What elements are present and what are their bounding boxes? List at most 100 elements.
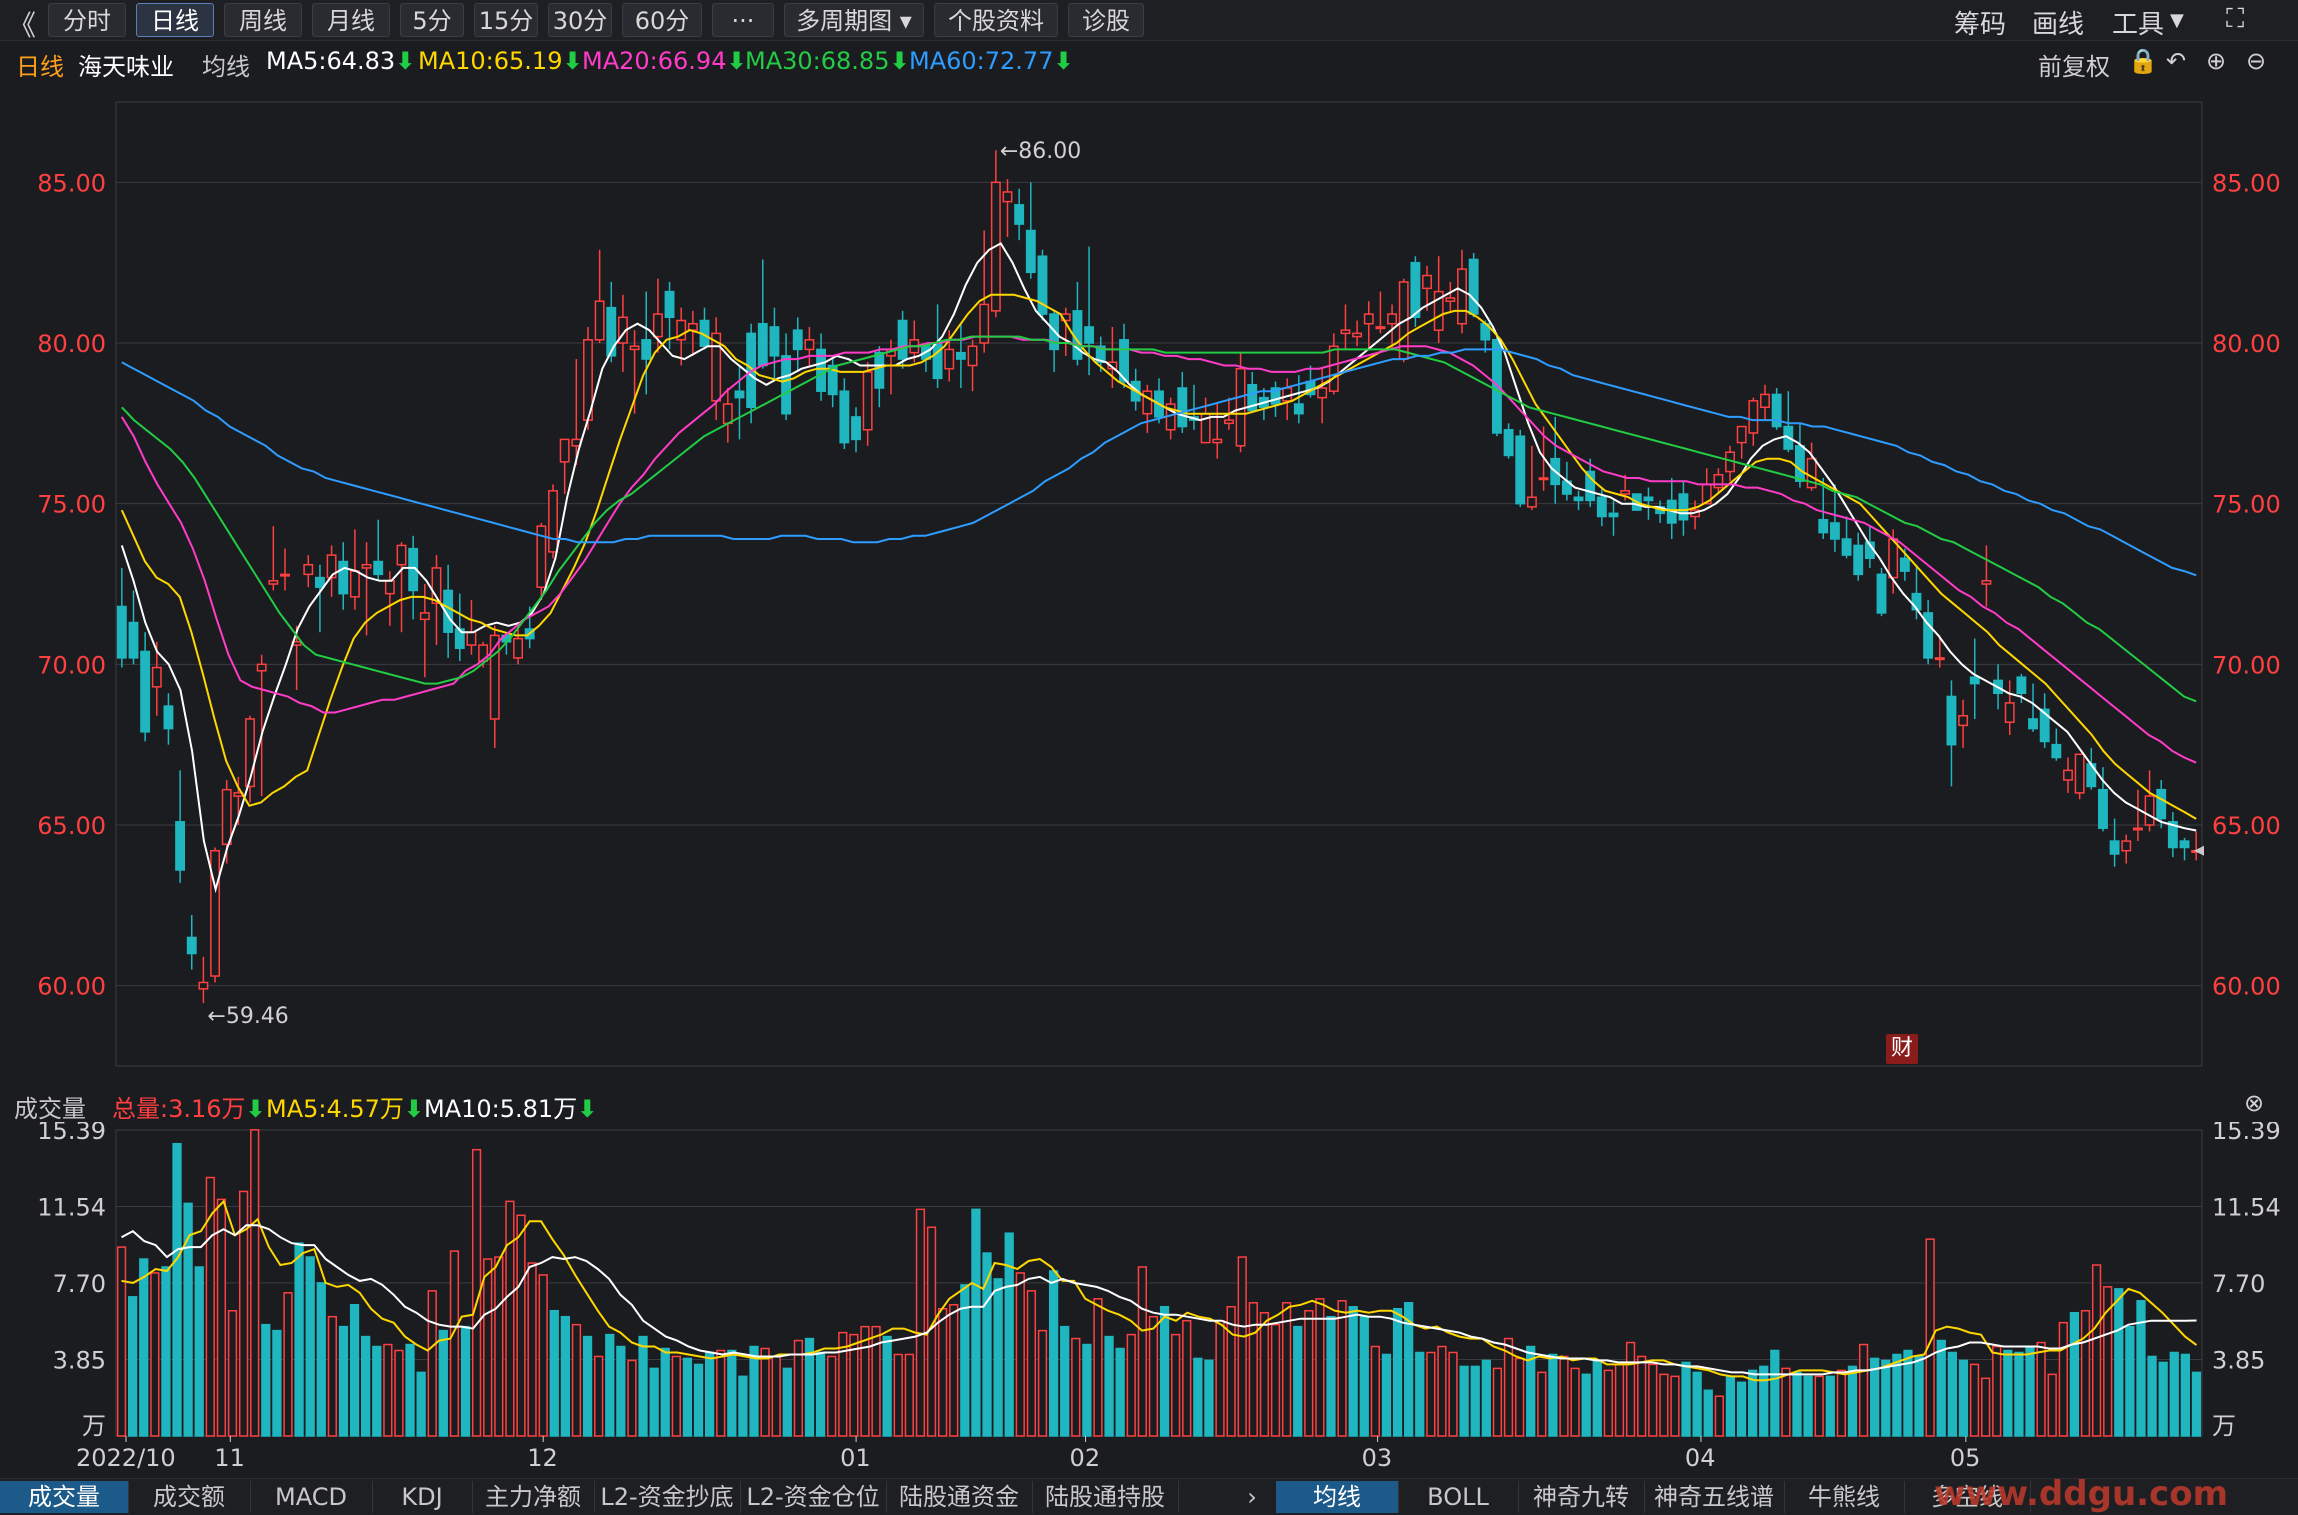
finance-badge[interactable]: 财: [1886, 1034, 1918, 1064]
indicator-tab-2[interactable]: MACD: [250, 1481, 373, 1513]
zoom-in-icon[interactable]: ⊕: [2206, 47, 2227, 75]
volume-bar: [1881, 1359, 1891, 1437]
volume-bar: [627, 1359, 637, 1437]
indicator-tab-8[interactable]: 陆股通持股: [1032, 1481, 1179, 1513]
period-button-9[interactable]: 多周期图 ▾: [784, 3, 924, 37]
volume-bar: [2158, 1361, 2168, 1437]
tabs-next-icon[interactable]: ›: [1247, 1483, 1257, 1511]
candle-body: [1223, 419, 1234, 425]
volume-bar: [294, 1242, 304, 1437]
overlay-tab-4[interactable]: 牛熊线: [1784, 1481, 1905, 1513]
volume-bar: [1448, 1351, 1458, 1437]
tools-dropdown-icon[interactable]: ▼: [2170, 10, 2184, 31]
indicator-tab-1[interactable]: 成交额: [128, 1481, 251, 1513]
volume-ma10: MA10:5.81万⬇: [424, 1095, 598, 1123]
lock-icon[interactable]: 🔒: [2128, 47, 2158, 75]
volume-bar: [727, 1349, 737, 1437]
candle: [163, 693, 174, 745]
period-button-5[interactable]: 15分: [474, 3, 538, 37]
candle: [2132, 789, 2143, 842]
volume-bar: [1648, 1363, 1658, 1437]
candle: [1876, 567, 1887, 617]
indicator-tab-4[interactable]: 主力净额: [472, 1481, 595, 1513]
chips-button[interactable]: 筹码: [1954, 10, 2007, 40]
candle: [198, 956, 209, 1004]
fullscreen-icon[interactable]: ⛶: [2226, 4, 2245, 34]
volume-bar: [438, 1329, 448, 1437]
candle: [1363, 301, 1374, 350]
candle-body: [1457, 268, 1467, 325]
period-button-3[interactable]: 月线: [312, 3, 390, 37]
draw-button[interactable]: 画线: [2032, 10, 2085, 40]
candle-body: [1363, 313, 1374, 325]
candle-body: [1771, 393, 1782, 428]
period-button-6[interactable]: 30分: [548, 3, 612, 37]
period-button-10[interactable]: 个股资料: [934, 3, 1058, 37]
volume-bar: [804, 1337, 815, 1437]
volume-bar: [1171, 1333, 1181, 1437]
candle: [1701, 468, 1712, 505]
volume-bar: [1004, 1232, 1014, 1437]
period-button-11[interactable]: 诊股: [1068, 3, 1144, 37]
candle: [1923, 600, 1934, 665]
down-arrow-icon: ⬇: [245, 1095, 266, 1123]
indicator-tab-6[interactable]: L2-资金仓位: [740, 1481, 887, 1513]
volume-bar: [560, 1315, 571, 1437]
volume-bar: [904, 1353, 914, 1437]
candle-body: [1853, 544, 1864, 576]
candle: [1678, 481, 1689, 536]
candle-body: [1596, 496, 1607, 518]
candle-body: [1095, 345, 1106, 364]
candle: [408, 535, 419, 620]
candle-body: [1014, 204, 1025, 225]
overlay-tab-0[interactable]: 均线: [1276, 1481, 1399, 1513]
volume-bar: [1137, 1266, 1147, 1437]
indicator-tab-7[interactable]: 陆股通资金: [886, 1481, 1033, 1513]
candle-body: [2179, 840, 2190, 849]
period-button-2[interactable]: 周线: [224, 3, 302, 37]
period-button-7[interactable]: 60分: [622, 3, 702, 37]
indicator-tab-5[interactable]: L2-资金抄底: [594, 1481, 741, 1513]
candle: [2179, 837, 2190, 861]
close-panel-icon[interactable]: ⊗: [2244, 1089, 2265, 1117]
candle-body: [1503, 429, 1514, 457]
volume-bar: [1980, 1377, 1991, 1437]
period-button-0[interactable]: 分时: [48, 3, 126, 37]
period-button-8[interactable]: ···: [712, 3, 774, 37]
overlay-tab-2[interactable]: 神奇九转: [1518, 1481, 1645, 1513]
candle-body: [361, 563, 372, 569]
candle: [1084, 246, 1095, 376]
candle-body: [1538, 477, 1549, 481]
volume-bar: [416, 1371, 426, 1437]
volume-bar: [305, 1256, 315, 1437]
volume-bar: [2069, 1311, 2080, 1437]
overlay-tab-5[interactable]: 多空线: [1904, 1481, 2031, 1513]
ma-type-label[interactable]: 均线: [202, 53, 250, 81]
stock-name[interactable]: 海天味业: [78, 53, 174, 81]
candle-body: [536, 525, 547, 588]
candle: [1643, 487, 1654, 520]
candle: [687, 310, 698, 356]
candle-body: [932, 342, 943, 380]
undo-icon[interactable]: ↶: [2166, 47, 2187, 75]
indicator-tab-0[interactable]: 成交量: [0, 1481, 129, 1513]
overlay-tab-3[interactable]: 神奇五线谱: [1644, 1481, 1785, 1513]
candle: [990, 150, 1001, 318]
candle-body: [1247, 384, 1258, 412]
volume-bar: [1182, 1319, 1192, 1437]
zoom-out-icon[interactable]: ⊖: [2246, 47, 2267, 75]
candle: [268, 526, 279, 591]
period-button-1[interactable]: 日线: [136, 3, 214, 37]
back-icon[interactable]: 《: [8, 9, 37, 42]
period-button-4[interactable]: 5分: [400, 3, 464, 37]
candle-body: [280, 573, 290, 577]
candle: [1002, 179, 1013, 237]
tools-button[interactable]: 工具: [2112, 10, 2165, 40]
volume-bar: [782, 1367, 792, 1437]
candle-body: [594, 300, 605, 341]
candlestick-chart[interactable]: 85.00 85.00 80.00 80.00 75.00 75.00 70.00 70.00…: [0, 80, 2298, 1080]
overlay-tab-1[interactable]: BOLL: [1398, 1481, 1519, 1513]
adjust-label[interactable]: 前复权: [2038, 53, 2110, 81]
volume-chart[interactable]: 15.39 15.39 11.54 11.54 7.70 7.70 3.85 3.85 万 万 20…: [0, 1122, 2298, 1478]
indicator-tab-3[interactable]: KDJ: [372, 1481, 473, 1513]
